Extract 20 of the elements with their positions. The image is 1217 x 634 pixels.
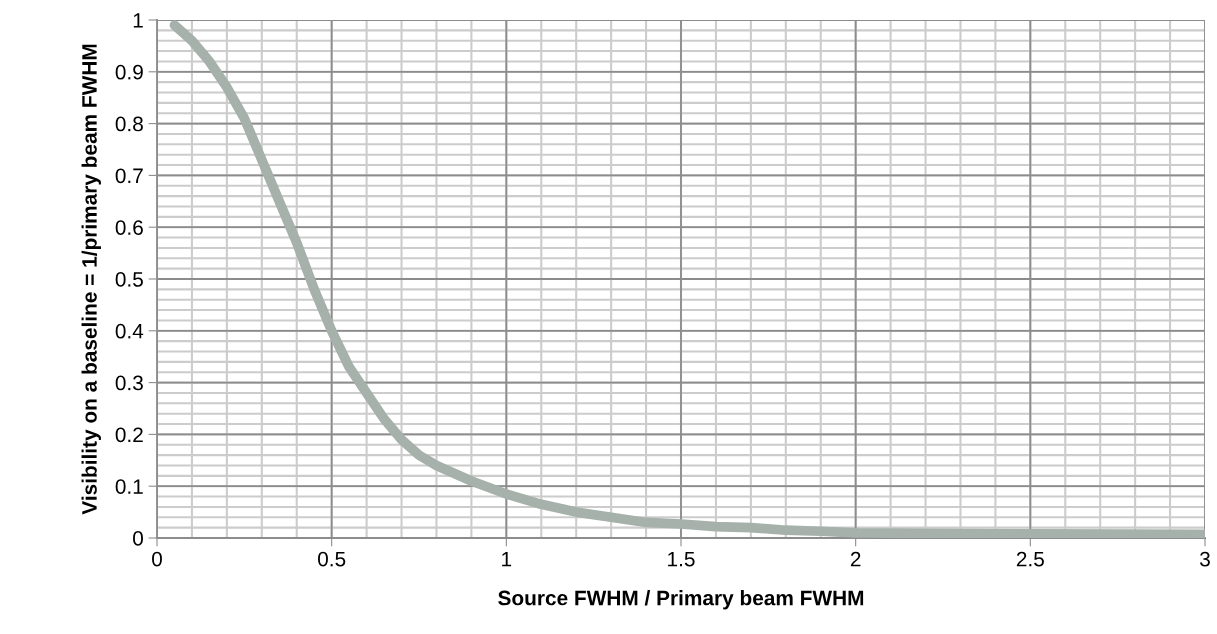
x-axis-title: Source FWHM / Primary beam FWHM [498,590,864,610]
y-tick-label: 0.8 [115,116,143,132]
y-tick-label: 0.1 [115,479,143,494]
y-tick-label: 0 [133,531,143,546]
x-tick-label: 3 [1200,551,1210,567]
x-tick-label: 2 [850,551,861,567]
y-tick-label: 0.5 [115,272,143,287]
y-tick-label: 0.9 [115,64,143,80]
x-tick-label: 0.5 [318,551,346,567]
y-tick-label: 0.2 [115,427,143,443]
x-tick-label: 1.5 [668,551,695,567]
x-tick-label: 0 [152,551,162,567]
x-tick-label: 2.5 [1016,551,1044,567]
y-tick-label: 0.4 [115,323,144,339]
y-tick-label: 0.3 [115,375,143,391]
y-tick-label: 0.6 [115,220,143,235]
y-tick-label: 0.7 [115,168,143,184]
y-axis-title: Visibility on a baseline = 1/primary beam FWHM [81,44,101,515]
x-tick-label: 1 [502,551,512,567]
y-tick-label: 1 [133,13,143,28]
